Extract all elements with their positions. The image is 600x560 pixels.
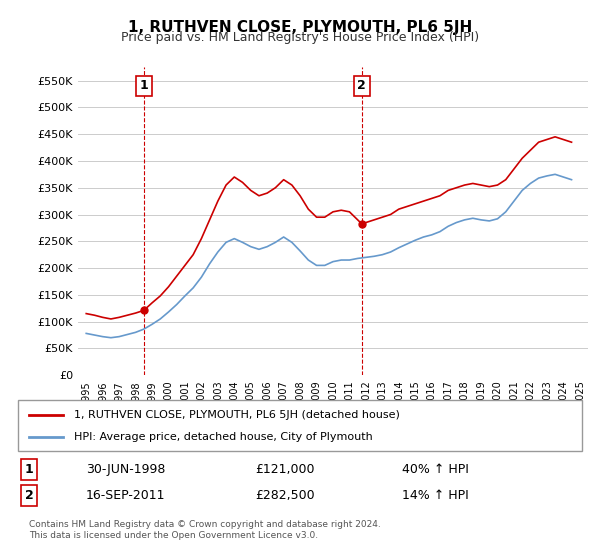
Text: 1, RUTHVEN CLOSE, PLYMOUTH, PL6 5JH: 1, RUTHVEN CLOSE, PLYMOUTH, PL6 5JH [128, 20, 472, 35]
Text: 1, RUTHVEN CLOSE, PLYMOUTH, PL6 5JH (detached house): 1, RUTHVEN CLOSE, PLYMOUTH, PL6 5JH (det… [74, 409, 400, 419]
Text: 2: 2 [358, 80, 366, 92]
Text: HPI: Average price, detached house, City of Plymouth: HPI: Average price, detached house, City… [74, 432, 373, 442]
Text: £121,000: £121,000 [255, 463, 314, 476]
Text: £282,500: £282,500 [255, 489, 314, 502]
Text: 16-SEP-2011: 16-SEP-2011 [86, 489, 165, 502]
Text: 40% ↑ HPI: 40% ↑ HPI [401, 463, 469, 476]
FancyBboxPatch shape [18, 400, 582, 451]
Text: Contains HM Land Registry data © Crown copyright and database right 2024.
This d: Contains HM Land Registry data © Crown c… [29, 520, 381, 540]
Text: 14% ↑ HPI: 14% ↑ HPI [401, 489, 468, 502]
Text: 1: 1 [25, 463, 34, 476]
Text: 2: 2 [25, 489, 34, 502]
Text: Price paid vs. HM Land Registry's House Price Index (HPI): Price paid vs. HM Land Registry's House … [121, 31, 479, 44]
Text: 1: 1 [139, 80, 148, 92]
Text: 30-JUN-1998: 30-JUN-1998 [86, 463, 165, 476]
